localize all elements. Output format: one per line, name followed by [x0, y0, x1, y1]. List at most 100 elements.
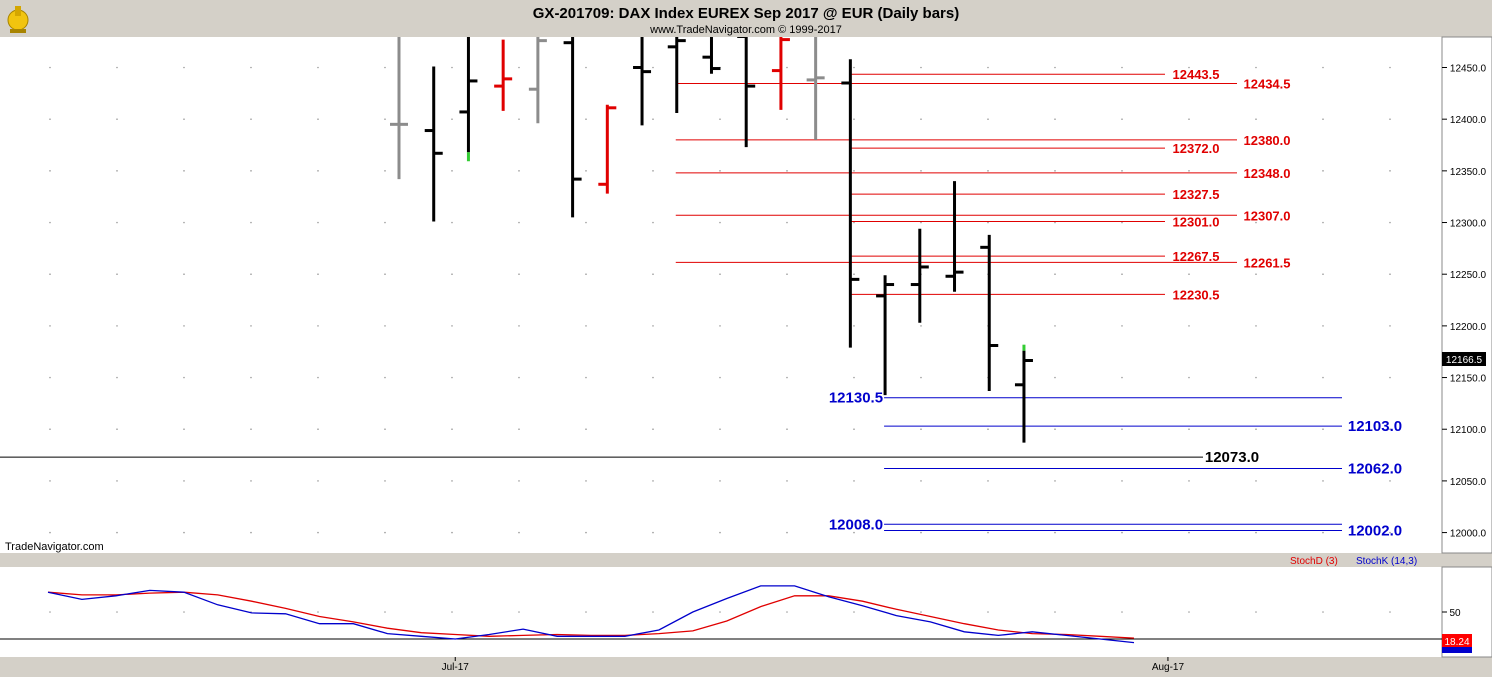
- grid-dot: [920, 428, 922, 431]
- price-axis-ticks: 12000.0 12050.0 12100.0 12150.0 12200.0 12250…: [1442, 64, 1487, 540]
- grid-dot: [1121, 428, 1123, 431]
- grid-dot: [116, 66, 118, 69]
- grid-dot: [920, 118, 922, 120]
- stoch-grid-dot: [451, 611, 453, 613]
- grid-dot: [853, 428, 855, 431]
- grid-dot: [183, 170, 185, 172]
- grid-dot: [49, 428, 51, 431]
- stoch-grid-dot: [585, 611, 587, 613]
- level-label: 12002.0: [1348, 523, 1402, 540]
- grid-dot: [853, 118, 855, 120]
- grid-dot: [183, 273, 185, 276]
- grid-dot: [652, 531, 654, 534]
- grid-dot: [987, 428, 989, 431]
- grid-dot: [719, 531, 721, 534]
- grid-dot: [987, 480, 989, 482]
- stoch-last-badge: 18.24: [1442, 634, 1472, 653]
- grid-dot: [920, 325, 922, 327]
- grid-dot: [49, 376, 51, 379]
- stoch-grid-dot: [1389, 611, 1391, 613]
- level-label: 12443.5: [1173, 67, 1220, 82]
- grid-dot: [116, 273, 118, 276]
- grid-dot: [518, 531, 520, 534]
- grid-dot: [384, 531, 386, 534]
- grid-dot: [1054, 480, 1056, 482]
- level-label: 12062.0: [1348, 460, 1402, 477]
- grid-dot: [183, 118, 185, 120]
- grid-dot: [1389, 376, 1391, 379]
- grid-dot: [1188, 480, 1190, 482]
- grid-dot: [250, 325, 252, 327]
- stoch-grid-dot: [384, 611, 386, 613]
- grid-dot: [920, 480, 922, 482]
- grid-dot: [116, 170, 118, 172]
- grid-dot: [317, 376, 319, 379]
- grid-dot: [585, 118, 587, 120]
- grid-dot: [920, 221, 922, 224]
- grid-dot: [116, 221, 118, 224]
- level-label: 12130.5: [829, 390, 883, 407]
- stoch-grid-dot: [719, 611, 721, 613]
- grid-dot: [49, 480, 51, 482]
- grid-dot: [384, 118, 386, 120]
- level-label: 12380.0: [1244, 133, 1291, 148]
- grid-dot: [1054, 428, 1056, 431]
- grid-dot: [853, 376, 855, 379]
- grid-dot: [719, 221, 721, 224]
- grid-dot: [786, 480, 788, 482]
- grid-dot: [1255, 531, 1257, 534]
- grid-dot: [853, 221, 855, 224]
- grid-dot: [250, 531, 252, 534]
- grid-dot: [116, 118, 118, 120]
- grid-dot: [250, 66, 252, 69]
- grid-dot: [384, 480, 386, 482]
- grid-dot: [1188, 376, 1190, 379]
- grid-dot: [853, 66, 855, 69]
- price-panel[interactable]: [0, 37, 1442, 553]
- grid-dot: [317, 221, 319, 224]
- grid-dot: [1389, 428, 1391, 431]
- grid-dot: [853, 325, 855, 327]
- grid-dot: [1389, 531, 1391, 534]
- grid-dot: [719, 118, 721, 120]
- level-label: 12372.0: [1173, 141, 1220, 156]
- watermark: TradeNavigator.com: [5, 541, 104, 553]
- grid-dot: [250, 118, 252, 120]
- grid-dot: [384, 66, 386, 69]
- grid-dot: [317, 273, 319, 276]
- grid-dot: [183, 428, 185, 431]
- grid-dot: [49, 118, 51, 120]
- grid-dot: [49, 531, 51, 534]
- grid-dot: [116, 480, 118, 482]
- level-label: 12307.0: [1244, 208, 1291, 223]
- grid-dot: [1188, 428, 1190, 431]
- grid-dot: [1322, 170, 1324, 172]
- grid-dot: [1121, 221, 1123, 224]
- stoch-series-line: [47, 591, 1135, 639]
- grid-dot: [1322, 66, 1324, 69]
- grid-dot: [1121, 273, 1123, 276]
- grid-dot: [987, 66, 989, 69]
- stoch-last-label: 18.24: [1444, 637, 1469, 648]
- grid-dot: [451, 66, 453, 69]
- grid-dot: [786, 221, 788, 224]
- legend-stochk: StochK (14,3): [1356, 556, 1417, 567]
- price-axis[interactable]: [1441, 36, 1492, 554]
- stoch-lines: [47, 585, 1135, 644]
- grid-dot: [853, 273, 855, 276]
- chart-title: GX-201709: DAX Index EUREX Sep 2017 @ EU…: [533, 5, 959, 22]
- grid-dot: [786, 531, 788, 534]
- grid-dot: [183, 66, 185, 69]
- indicator-panel[interactable]: [0, 567, 1442, 657]
- grid-dot: [1255, 376, 1257, 379]
- grid-dot: [786, 170, 788, 172]
- grid-dot: [518, 221, 520, 224]
- grid-dot: [1322, 273, 1324, 276]
- x-tick-label: Aug-17: [1152, 662, 1185, 673]
- ohlc-bars: [390, 37, 1033, 443]
- grid-dot: [1255, 170, 1257, 172]
- last-price-label: 12166.5: [1446, 355, 1483, 366]
- grid-dot: [652, 66, 654, 69]
- grid-dot: [518, 376, 520, 379]
